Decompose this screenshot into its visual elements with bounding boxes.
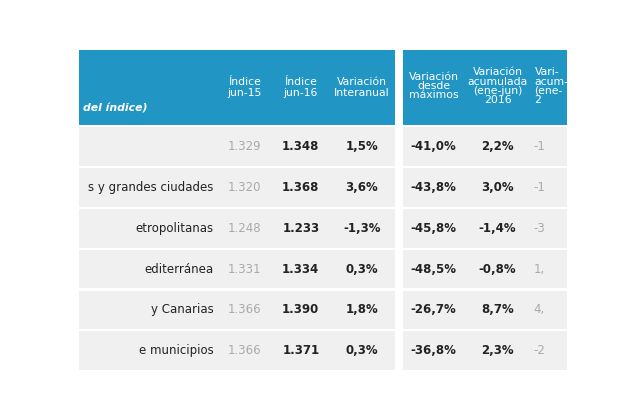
Bar [79, 250, 395, 288]
Bar [403, 50, 567, 125]
Text: 8,7%: 8,7% [481, 303, 514, 316]
Text: 2: 2 [534, 95, 541, 105]
Text: 3,6%: 3,6% [346, 181, 379, 194]
Text: desde: desde [417, 81, 450, 91]
Bar [79, 291, 395, 329]
Text: 4,: 4, [534, 303, 545, 316]
Text: (ene-jun): (ene-jun) [473, 86, 522, 96]
Text: del índice): del índice) [83, 103, 147, 113]
Text: 1,8%: 1,8% [346, 303, 379, 316]
Text: 1.390: 1.390 [282, 303, 319, 316]
Text: 1.331: 1.331 [228, 262, 261, 276]
Text: Variación: Variación [409, 72, 459, 82]
Text: Variación: Variación [337, 77, 387, 87]
Bar [79, 50, 395, 125]
Text: 1.366: 1.366 [228, 303, 261, 316]
Text: -1,4%: -1,4% [479, 222, 517, 235]
Text: jun-16: jun-16 [284, 88, 318, 98]
Text: -45,8%: -45,8% [411, 222, 457, 235]
Text: -1: -1 [534, 140, 546, 153]
Text: 2,2%: 2,2% [481, 140, 514, 153]
Bar [403, 209, 567, 247]
Bar [79, 209, 395, 247]
Text: (ene-: (ene- [534, 86, 563, 96]
Text: -41,0%: -41,0% [411, 140, 457, 153]
Text: e municipios: e municipios [139, 344, 214, 357]
Bar [403, 331, 567, 370]
Text: -3: -3 [534, 222, 546, 235]
Bar [79, 168, 395, 207]
Text: 1.368: 1.368 [282, 181, 319, 194]
Text: etropolitanas: etropolitanas [135, 222, 214, 235]
Text: 2016: 2016 [484, 95, 512, 105]
Text: acumulada: acumulada [467, 76, 528, 87]
Text: -48,5%: -48,5% [411, 262, 457, 276]
Text: 1.366: 1.366 [228, 344, 261, 357]
Bar [403, 291, 567, 329]
Text: jun-15: jun-15 [227, 88, 262, 98]
Bar [395, 50, 403, 374]
Text: 1,5%: 1,5% [346, 140, 379, 153]
Text: 1.334: 1.334 [282, 262, 319, 276]
Bar [403, 168, 567, 207]
Text: -43,8%: -43,8% [411, 181, 457, 194]
Text: -2: -2 [534, 344, 546, 357]
Text: 0,3%: 0,3% [346, 344, 379, 357]
Text: -26,7%: -26,7% [411, 303, 457, 316]
Text: 1.329: 1.329 [228, 140, 261, 153]
Text: Vari-: Vari- [534, 67, 559, 77]
Text: y Canarias: y Canarias [151, 303, 214, 316]
Text: 1.320: 1.320 [228, 181, 261, 194]
Text: Índice: Índice [228, 77, 261, 87]
Text: -1: -1 [534, 181, 546, 194]
Text: 1.348: 1.348 [282, 140, 319, 153]
Text: acum-: acum- [534, 76, 568, 87]
Text: 3,0%: 3,0% [481, 181, 514, 194]
Text: 1.371: 1.371 [282, 344, 319, 357]
Bar [79, 331, 395, 370]
Bar [403, 127, 567, 166]
Text: 2,3%: 2,3% [481, 344, 514, 357]
Text: -36,8%: -36,8% [411, 344, 457, 357]
Bar [79, 127, 395, 166]
Text: máximos: máximos [409, 90, 459, 100]
Text: 0,3%: 0,3% [346, 262, 379, 276]
Text: editerránea: editerránea [144, 262, 214, 276]
Text: 1.248: 1.248 [228, 222, 261, 235]
Text: -1,3%: -1,3% [343, 222, 381, 235]
Text: 1,: 1, [534, 262, 545, 276]
Text: s y grandes ciudades: s y grandes ciudades [88, 181, 214, 194]
Text: -0,8%: -0,8% [479, 262, 517, 276]
Bar [403, 250, 567, 288]
Text: 1.233: 1.233 [282, 222, 319, 235]
Text: Índice: Índice [284, 77, 318, 87]
Text: Variación: Variación [472, 67, 523, 77]
Text: Interanual: Interanual [334, 88, 390, 98]
